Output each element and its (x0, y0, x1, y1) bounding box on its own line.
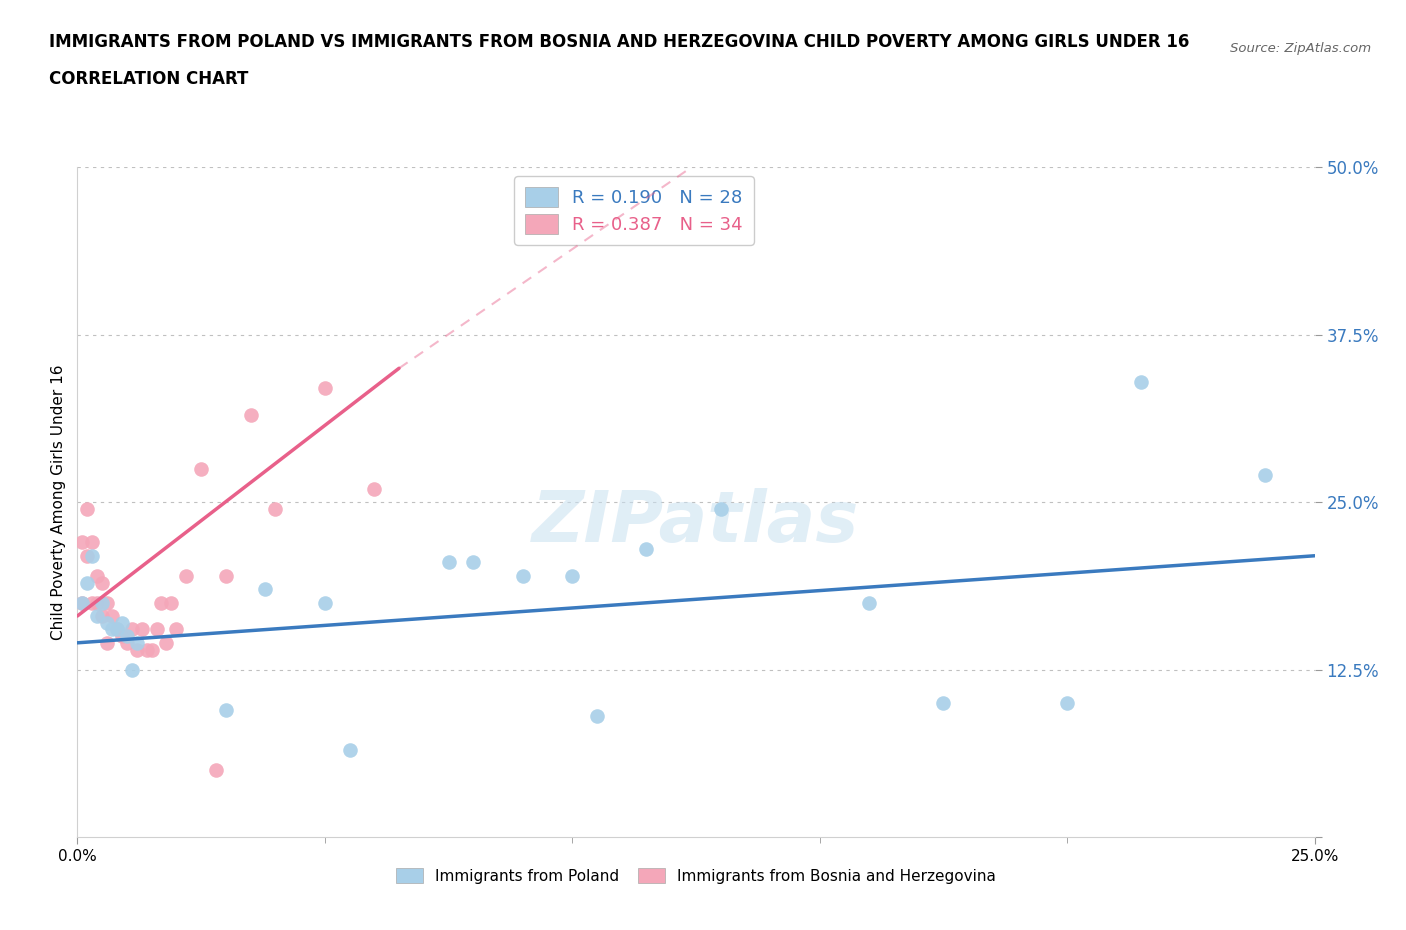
Point (205, 763, 228, 777)
Text: Source: ZipAtlas.com: Source: ZipAtlas.com (1230, 42, 1371, 55)
Point (314, 381, 336, 396)
Text: ZIPatlas: ZIPatlas (533, 488, 859, 557)
Point (91, 575, 114, 590)
Point (96, 635, 118, 650)
Point (86, 595, 108, 610)
Point (101, 608, 124, 623)
Point (72, 595, 94, 610)
Point (141, 642, 163, 657)
Point (115, 635, 138, 650)
Text: CORRELATION CHART: CORRELATION CHART (49, 70, 249, 87)
Point (125, 642, 148, 657)
Point (710, 501, 733, 516)
Point (125, 635, 148, 650)
Point (105, 622, 128, 637)
Point (463, 555, 485, 570)
Point (586, 709, 609, 724)
Point (339, 742, 361, 757)
Point (111, 616, 134, 631)
Point (1254, 468, 1277, 483)
Point (636, 541, 658, 556)
Point (160, 595, 183, 610)
Point (82, 595, 104, 610)
Point (215, 702, 238, 717)
Point (131, 622, 153, 637)
Point (561, 568, 583, 583)
Point (115, 629, 138, 644)
Point (86, 608, 108, 623)
Text: IMMIGRANTS FROM POLAND VS IMMIGRANTS FROM BOSNIA AND HERZEGOVINA CHILD POVERTY A: IMMIGRANTS FROM POLAND VS IMMIGRANTS FRO… (49, 33, 1189, 50)
Point (165, 622, 187, 637)
Point (437, 555, 460, 570)
Point (512, 568, 534, 583)
Point (101, 622, 124, 637)
Y-axis label: Child Poverty Among Girls Under 16: Child Poverty Among Girls Under 16 (51, 365, 66, 640)
Point (150, 595, 173, 610)
Point (190, 461, 212, 476)
Point (1130, 374, 1153, 389)
Point (72, 535, 94, 550)
Point (145, 622, 167, 637)
Point (96, 595, 118, 610)
Point (314, 595, 336, 610)
Point (1056, 696, 1078, 711)
Point (82, 535, 104, 550)
Point (135, 642, 157, 657)
Point (932, 696, 955, 711)
Point (254, 582, 277, 597)
Point (76, 501, 98, 516)
Legend: Immigrants from Poland, Immigrants from Bosnia and Herzegovina: Immigrants from Poland, Immigrants from … (389, 862, 1002, 890)
Point (215, 568, 238, 583)
Point (363, 482, 385, 497)
Point (155, 635, 177, 650)
Point (111, 629, 134, 644)
Point (96, 616, 118, 631)
Point (858, 595, 880, 610)
Point (239, 407, 262, 422)
Point (105, 622, 128, 637)
Point (121, 662, 143, 677)
Point (72, 595, 94, 610)
Point (86, 568, 108, 583)
Point (82, 549, 104, 564)
Point (76, 575, 98, 590)
Point (76, 549, 98, 564)
Point (91, 595, 114, 610)
Point (174, 568, 197, 583)
Point (264, 501, 287, 516)
Point (121, 622, 143, 637)
Point (91, 608, 114, 623)
